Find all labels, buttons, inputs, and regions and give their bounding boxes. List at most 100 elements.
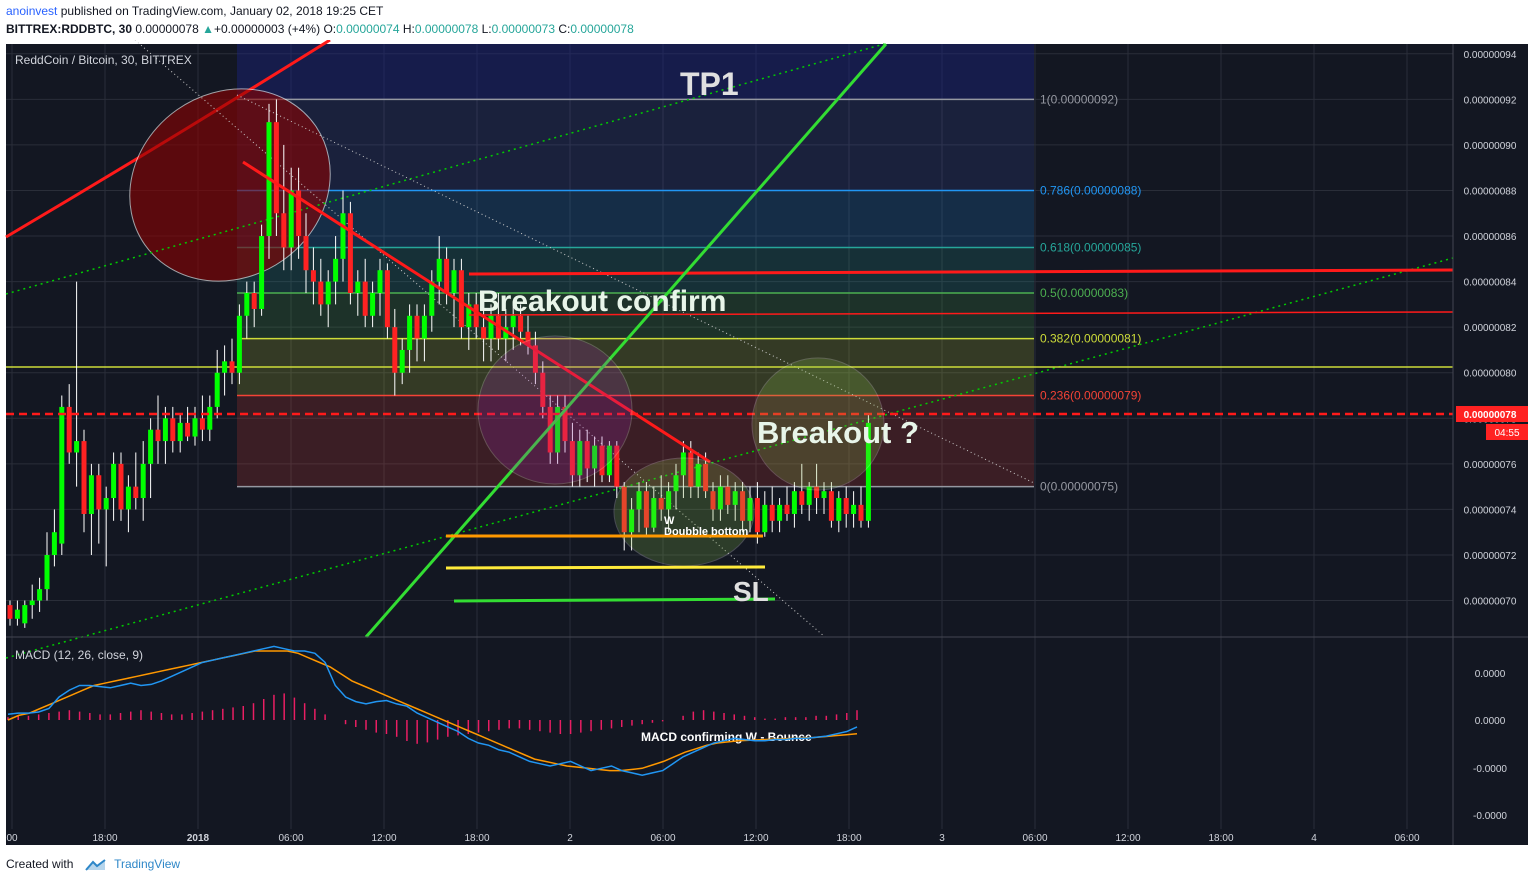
candle-body[interactable] bbox=[584, 441, 590, 469]
candle-body[interactable] bbox=[185, 422, 191, 437]
candle-body[interactable] bbox=[828, 491, 834, 521]
candle-body[interactable] bbox=[436, 258, 442, 282]
candle-body[interactable] bbox=[851, 504, 857, 514]
candle-body[interactable] bbox=[414, 315, 420, 339]
candle-body[interactable] bbox=[762, 504, 768, 533]
author-name[interactable]: anoinvest bbox=[6, 4, 58, 18]
candle-body[interactable] bbox=[429, 281, 435, 316]
candle-body[interactable] bbox=[651, 498, 657, 528]
candle-body[interactable] bbox=[22, 605, 28, 624]
candle-body[interactable] bbox=[821, 491, 827, 499]
candle-body[interactable] bbox=[199, 418, 205, 430]
candle-body[interactable] bbox=[836, 498, 842, 521]
candle-body[interactable] bbox=[503, 327, 509, 339]
candle-body[interactable] bbox=[510, 315, 516, 328]
candle-body[interactable] bbox=[806, 486, 812, 505]
candle-body[interactable] bbox=[562, 406, 568, 442]
candle-body[interactable] bbox=[466, 304, 472, 328]
candle-body[interactable] bbox=[133, 486, 139, 499]
candle-body[interactable] bbox=[695, 463, 701, 487]
uptrend-line[interactable] bbox=[364, 43, 888, 638]
candle-body[interactable] bbox=[118, 463, 124, 510]
candle-body[interactable] bbox=[259, 236, 265, 309]
candle-body[interactable] bbox=[177, 422, 183, 442]
candle-body[interactable] bbox=[843, 498, 849, 514]
candle-body[interactable] bbox=[51, 532, 57, 555]
candle-body[interactable] bbox=[451, 270, 457, 294]
candle-body[interactable] bbox=[355, 281, 361, 294]
candle-body[interactable] bbox=[125, 486, 131, 510]
candle-body[interactable] bbox=[296, 190, 302, 237]
candle-body[interactable] bbox=[621, 486, 627, 533]
candle-body[interactable] bbox=[666, 491, 672, 510]
candle-body[interactable] bbox=[384, 270, 390, 328]
candle-body[interactable] bbox=[370, 293, 376, 316]
candle-body[interactable] bbox=[281, 213, 287, 248]
candle-body[interactable] bbox=[458, 270, 464, 328]
candle-body[interactable] bbox=[740, 491, 746, 521]
candle-body[interactable] bbox=[96, 475, 102, 510]
candle-body[interactable] bbox=[606, 445, 612, 476]
candle-body[interactable] bbox=[310, 270, 316, 282]
candle-body[interactable] bbox=[532, 345, 538, 373]
candle-body[interactable] bbox=[303, 236, 309, 271]
candle-body[interactable] bbox=[577, 441, 583, 476]
candle-body[interactable] bbox=[629, 509, 635, 533]
candle-body[interactable] bbox=[222, 361, 228, 373]
yellow-line[interactable] bbox=[445, 565, 766, 570]
candle-body[interactable] bbox=[473, 304, 479, 328]
candle-body[interactable] bbox=[673, 475, 679, 492]
candle-body[interactable] bbox=[555, 406, 561, 453]
candle-body[interactable] bbox=[754, 498, 760, 533]
candle-body[interactable] bbox=[229, 361, 235, 373]
candle-body[interactable] bbox=[37, 589, 43, 601]
breakout-circle[interactable] bbox=[751, 357, 885, 491]
candle-body[interactable] bbox=[29, 600, 35, 606]
candle-body[interactable] bbox=[170, 418, 176, 442]
stop-loss-line[interactable] bbox=[453, 597, 776, 603]
macd-pane[interactable] bbox=[6, 637, 1453, 829]
candle-body[interactable] bbox=[858, 504, 864, 521]
candle-body[interactable] bbox=[88, 475, 94, 514]
candle-body[interactable] bbox=[162, 418, 168, 442]
double-bottom-circle[interactable] bbox=[613, 457, 755, 567]
candle-body[interactable] bbox=[784, 504, 790, 514]
candle-body[interactable] bbox=[725, 486, 731, 505]
candle-body[interactable] bbox=[14, 609, 20, 619]
upper-channel-dotted[interactable] bbox=[5, 43, 885, 295]
candle-body[interactable] bbox=[288, 190, 294, 248]
candle-body[interactable] bbox=[399, 349, 405, 373]
candle-body[interactable] bbox=[111, 463, 117, 499]
candle-body[interactable] bbox=[614, 445, 620, 487]
candle-body[interactable] bbox=[244, 293, 250, 316]
candle-body[interactable] bbox=[444, 258, 450, 294]
candle-body[interactable] bbox=[680, 452, 686, 476]
candle-body[interactable] bbox=[192, 418, 198, 437]
resistance-line[interactable] bbox=[468, 268, 1454, 276]
candle-body[interactable] bbox=[769, 504, 775, 521]
candle-body[interactable] bbox=[81, 441, 87, 514]
time-axis[interactable] bbox=[6, 829, 1528, 845]
candle-body[interactable] bbox=[273, 122, 279, 214]
candle-body[interactable] bbox=[525, 331, 531, 346]
candle-body[interactable] bbox=[547, 406, 553, 453]
candle-body[interactable] bbox=[703, 463, 709, 492]
tradingview-link[interactable]: TradingView bbox=[114, 857, 181, 871]
candle-body[interactable] bbox=[59, 406, 65, 544]
candle-body[interactable] bbox=[518, 315, 524, 332]
candle-body[interactable] bbox=[791, 491, 797, 514]
candle-body[interactable] bbox=[377, 270, 383, 294]
candle-body[interactable] bbox=[347, 213, 353, 294]
macd-line[interactable] bbox=[7, 645, 858, 776]
candle-body[interactable] bbox=[103, 498, 109, 510]
downtrend-line[interactable] bbox=[242, 160, 711, 464]
candle-body[interactable] bbox=[636, 491, 642, 510]
candle-body[interactable] bbox=[140, 463, 146, 499]
candle-body[interactable] bbox=[325, 281, 331, 305]
top-highlight-circle[interactable] bbox=[92, 50, 368, 320]
candle-body[interactable] bbox=[488, 315, 494, 339]
candle-body[interactable] bbox=[569, 441, 575, 476]
candle-body[interactable] bbox=[732, 491, 738, 505]
candle-body[interactable] bbox=[710, 491, 716, 510]
candle-body[interactable] bbox=[799, 491, 805, 505]
